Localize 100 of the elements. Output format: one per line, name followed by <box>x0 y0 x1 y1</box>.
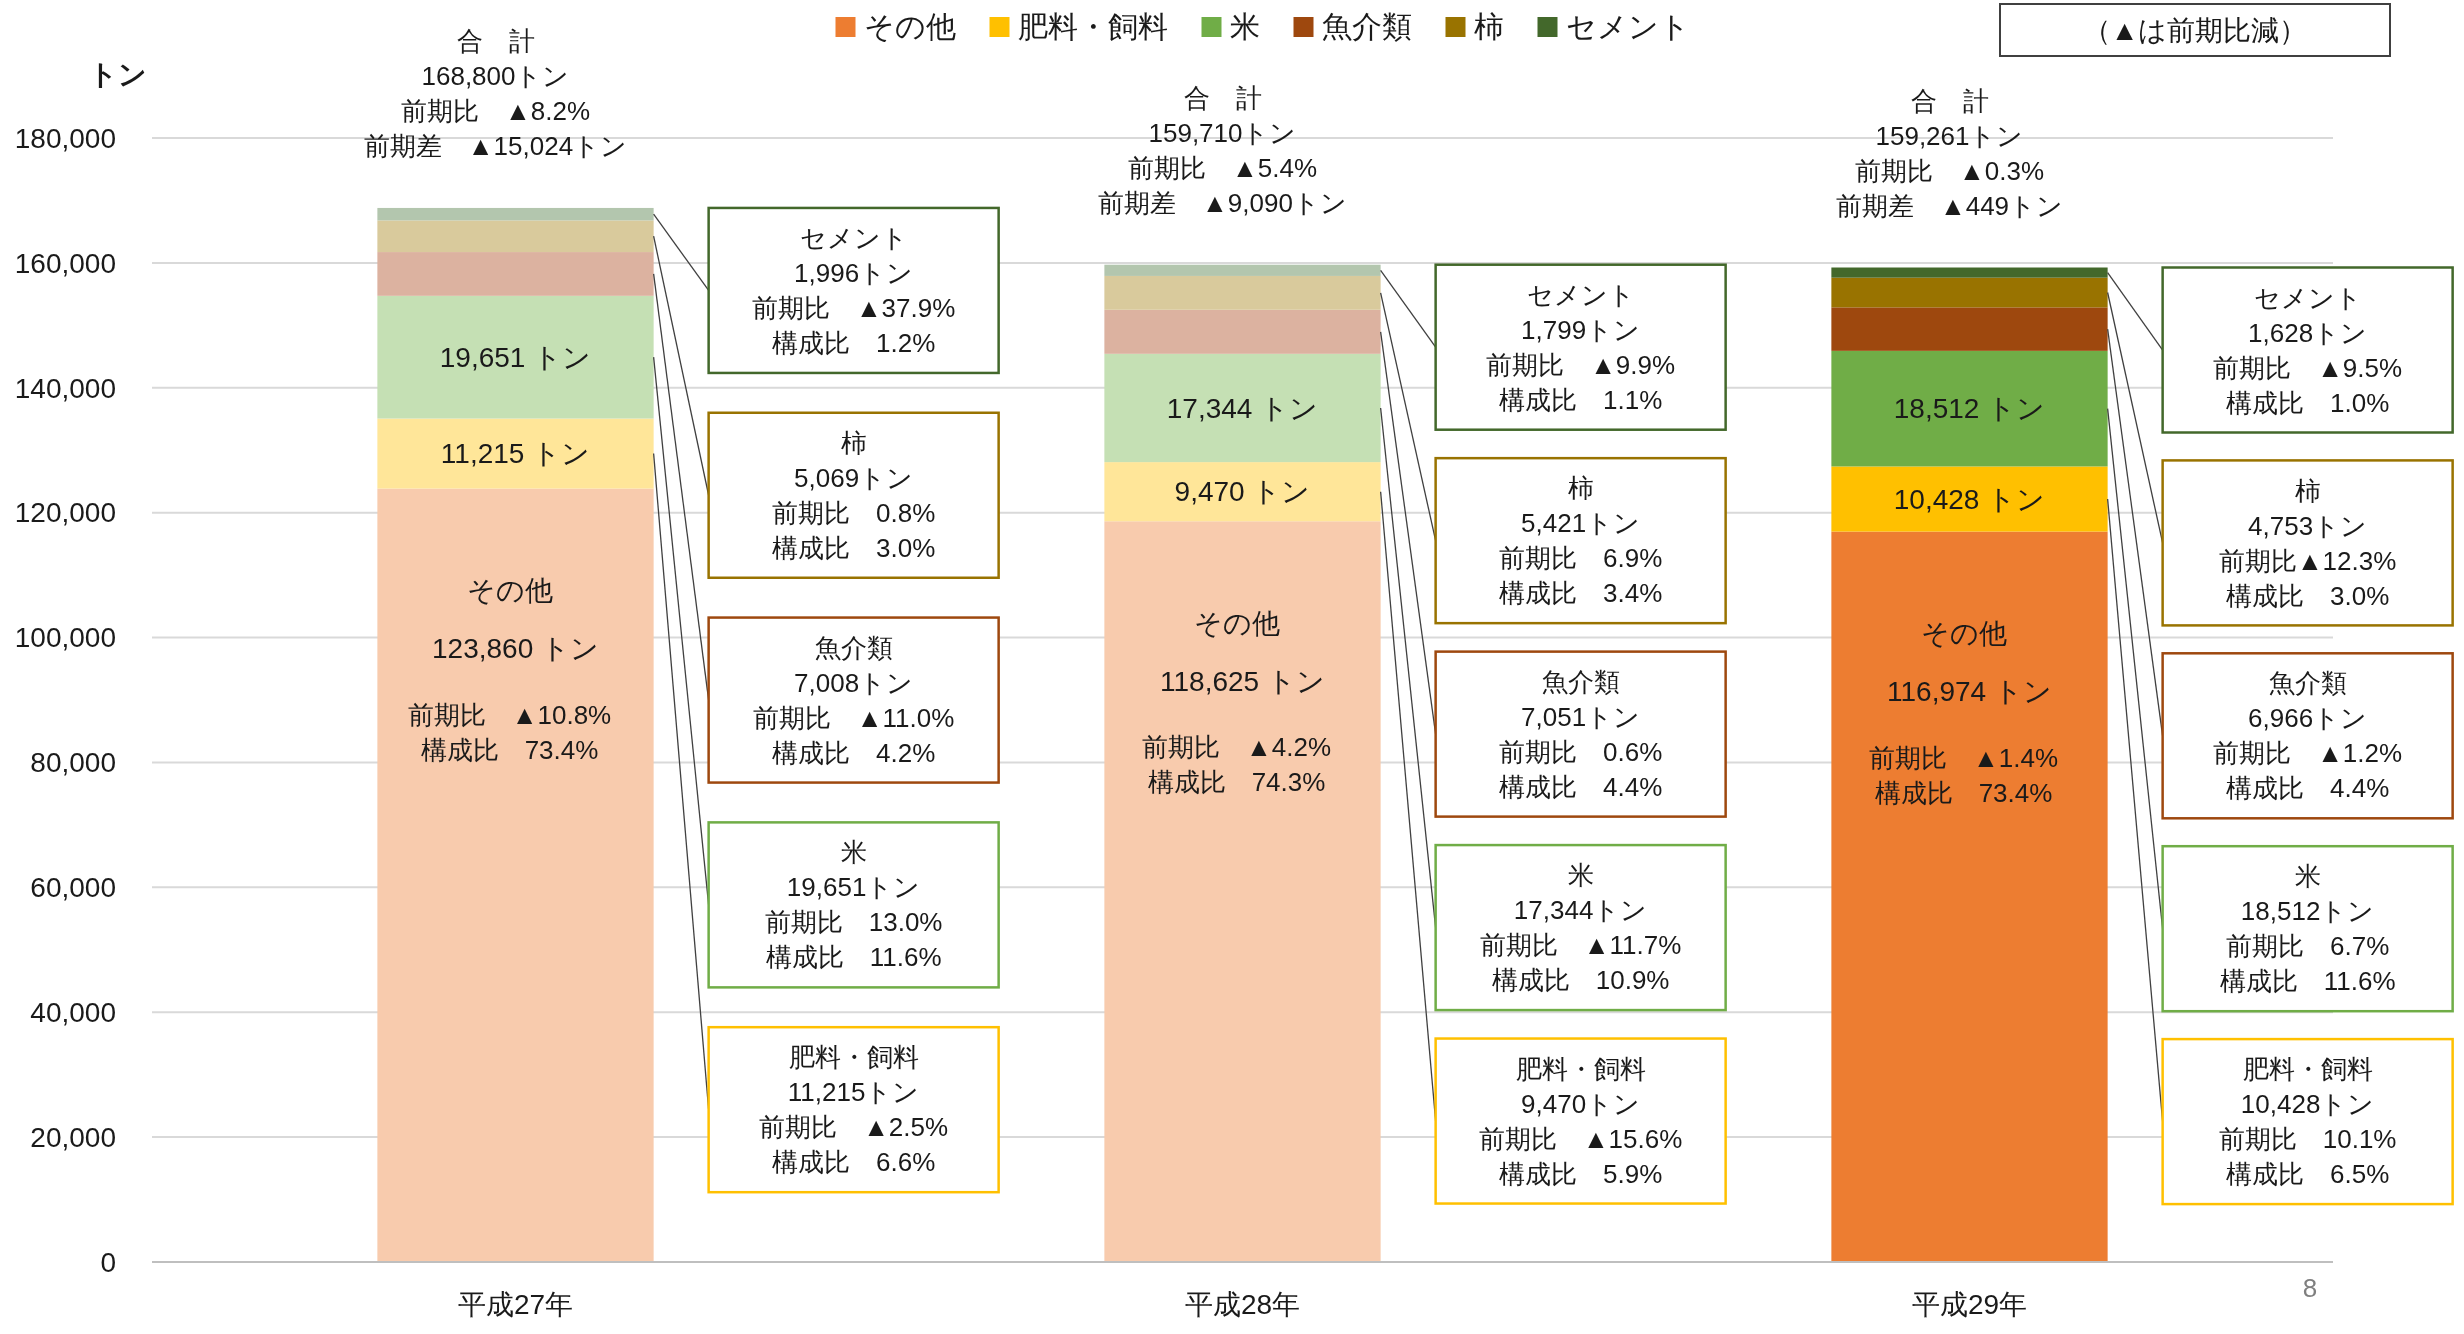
annotation: 1,799トン <box>1521 314 1641 345</box>
annotation: 前期比 6.7% <box>2226 931 2390 962</box>
annotation: 前期比 0.8% <box>772 497 936 528</box>
annotation: 構成比 73.4% <box>1874 777 2053 808</box>
annotation: 前期比 ▲0.3% <box>1855 155 2044 186</box>
annotation: 構成比 4.4% <box>1499 771 1663 802</box>
x-tick-label: 平成28年 <box>1184 1288 1301 1320</box>
legend-label: 米 <box>1229 10 1260 43</box>
annotation: 構成比 74.3% <box>1147 767 1326 798</box>
y-tick-label: 60,000 <box>30 872 116 904</box>
annotation: 前期比 ▲15.6% <box>1478 1123 1683 1154</box>
annotation: 前期差 ▲15,024トン <box>363 131 628 162</box>
data-label: 10,428 トン <box>1893 483 2046 515</box>
annotation: 肥料・飼料 <box>2242 1054 2373 1085</box>
data-label: 116,974 トン <box>1887 676 2052 708</box>
x-tick-label: 平成27年 <box>457 1288 574 1320</box>
annotation: 構成比 4.4% <box>2226 773 2390 804</box>
data-label: 17,344 トン <box>1166 392 1319 424</box>
annotation: 魚介類 <box>1541 666 1620 697</box>
annotation: 1,996トン <box>794 258 914 289</box>
annotation: 7,051トン <box>1521 701 1641 732</box>
y-tick-label: 180,000 <box>14 122 116 154</box>
annotation: 構成比 3.0% <box>2226 580 2390 611</box>
annotation: 4,753トン <box>2248 510 2368 541</box>
annotation: 構成比 1.1% <box>1499 384 1663 415</box>
annotation: 米 <box>2294 861 2321 892</box>
annotation: 前期比 ▲4.2% <box>1142 732 1331 763</box>
annotation: 159,261トン <box>1875 120 2024 151</box>
text: 合 計 <box>456 26 535 57</box>
y-tick-label: 160,000 <box>14 247 116 279</box>
annotation: 前期比 ▲2.5% <box>759 1112 949 1143</box>
annotation: 前期差 ▲449トン <box>1835 190 2064 221</box>
data-label: 123,860 トン <box>432 633 599 665</box>
annotation: 柿 <box>2294 475 2321 506</box>
y-axis-title: トン <box>89 59 147 90</box>
annotation: 構成比 11.6% <box>2219 966 2396 997</box>
annotation: 構成比 6.6% <box>772 1147 936 1178</box>
annotation: 前期比 0.6% <box>1499 736 1663 767</box>
y-tick-label: 80,000 <box>30 747 116 779</box>
annotation: 柿 <box>840 427 867 458</box>
annotation: 構成比 5.9% <box>1499 1158 1663 1189</box>
y-tick-label: 100,000 <box>14 622 116 654</box>
annotation: 構成比 3.0% <box>772 532 936 563</box>
annotation: 肥料・飼料 <box>1515 1053 1646 1084</box>
annotation: 5,421トン <box>1521 508 1641 539</box>
annotation: 前期比 ▲11.7% <box>1479 930 1682 961</box>
annotation: 魚介類 <box>2268 668 2347 699</box>
y-tick-label: 40,000 <box>30 997 116 1029</box>
annotation: 1,628トン <box>2248 317 2368 348</box>
annotation: 11,215トン <box>787 1077 920 1108</box>
annotation: 構成比 10.9% <box>1491 965 1670 996</box>
annotation: 肥料・飼料 <box>788 1042 919 1073</box>
annotation: 6,966トン <box>2248 703 2368 734</box>
annotation: 159,710トン <box>1148 117 1297 148</box>
annotation: 7,008トン <box>794 667 914 698</box>
annotation: 19,651トン <box>786 872 921 903</box>
annotation: 前期差 ▲9,090トン <box>1098 187 1347 218</box>
annotation: セメント <box>2253 282 2362 313</box>
annotation: 構成比 1.2% <box>772 328 936 359</box>
y-tick-label: 120,000 <box>14 497 116 529</box>
x-tick-label: 平成29年 <box>1911 1288 2028 1320</box>
y-tick-label: 0 <box>100 1246 116 1278</box>
text: 8 <box>2302 1273 2318 1304</box>
annotation: その他 <box>1920 618 2007 650</box>
annotation: 前期比 ▲10.8% <box>407 699 612 730</box>
annotation: 柿 <box>1567 473 1594 504</box>
annotation: セメント <box>1526 279 1635 310</box>
annotation: 前期比 13.0% <box>764 907 943 938</box>
text: 合 計 <box>1910 85 1989 116</box>
annotation: 10,428トン <box>2240 1089 2375 1120</box>
annotation: 構成比 3.4% <box>1499 578 1663 609</box>
y-tick-label: 140,000 <box>14 372 116 404</box>
y-tick-label: 20,000 <box>30 1121 116 1153</box>
annotation: 5,069トン <box>794 462 914 493</box>
annotation: その他 <box>466 575 553 607</box>
legend-label: セメント <box>1565 10 1690 43</box>
data-label: 18,512 トン <box>1893 393 2046 425</box>
data-label: 118,625 トン <box>1160 666 1325 698</box>
data-label: 11,215 トン <box>440 438 591 470</box>
annotation: 構成比 1.0% <box>2226 387 2390 418</box>
text: 168,800トン <box>421 61 570 92</box>
data-label: 9,470 トン <box>1174 476 1311 508</box>
annotation: 前期比▲12.3% <box>2218 545 2397 576</box>
legend-label: 柿 <box>1473 10 1504 43</box>
annotation: セメント <box>799 223 908 254</box>
annotation: 前期比 ▲1.4% <box>1869 742 2058 773</box>
data-label: 19,651 トン <box>439 341 592 373</box>
text: （▲は前期比減） <box>2082 14 2308 46</box>
text: 前期比 ▲8.2% <box>401 96 590 127</box>
annotation: 構成比 11.6% <box>765 942 942 973</box>
annotation: 構成比 73.4% <box>420 734 599 765</box>
annotation: 17,344トン <box>1513 895 1648 926</box>
annotation: 構成比 6.5% <box>2226 1159 2390 1190</box>
annotation: 前期比 ▲37.9% <box>751 293 956 324</box>
annotation: 前期比 10.1% <box>2218 1124 2397 1155</box>
annotation: 前期比 ▲1.2% <box>2213 738 2403 769</box>
annotation: 魚介類 <box>814 632 893 663</box>
legend-label: 肥料・飼料 <box>1017 10 1168 43</box>
annotation: 前期比 ▲5.4% <box>1128 152 1317 183</box>
annotation: 前期比 6.9% <box>1499 543 1663 574</box>
